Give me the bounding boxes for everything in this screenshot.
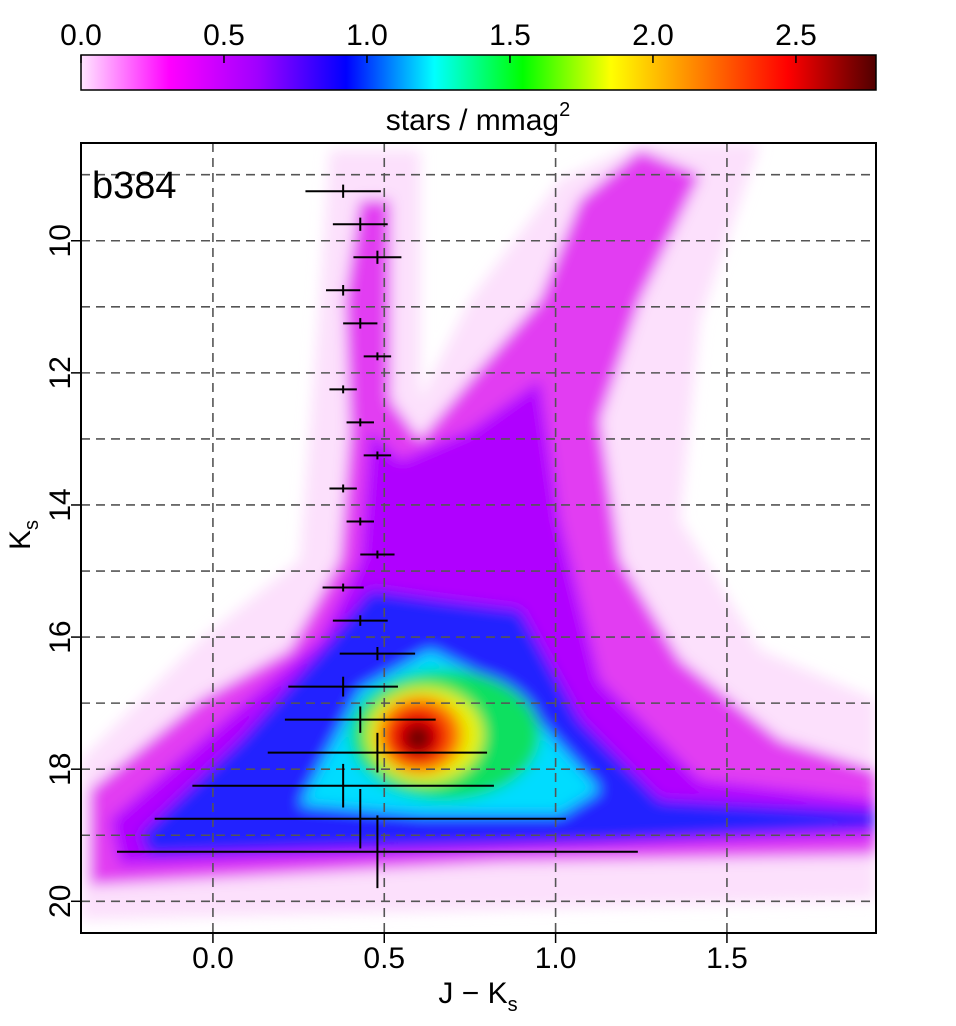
colorbar-tick-label: 2.5 (775, 19, 817, 52)
panel-label: b384 (92, 165, 177, 207)
y-tick-label: 16 (44, 620, 77, 653)
plot-frame (80, 142, 877, 934)
colorbar-label-text: stars / mmag (386, 104, 559, 137)
y-tick-label: 10 (44, 224, 77, 257)
colorbar-label: stars / mmag2 (386, 99, 571, 137)
y-axis-label: Ks (4, 520, 43, 550)
y-tick-label: 14 (44, 488, 77, 521)
x-axis-label: J − Ks (438, 977, 517, 1016)
x-label-sub: s (508, 994, 518, 1016)
y-tick-label: 18 (44, 752, 77, 785)
x-tick-label: 0.5 (363, 942, 405, 975)
x-label-text: J − K (438, 977, 507, 1010)
x-tick-label: 1.5 (706, 942, 748, 975)
x-tick-label: 1.0 (535, 942, 577, 975)
colorbar-tick-label: 2.0 (632, 19, 674, 52)
colorbar-label-sup: 2 (559, 99, 570, 121)
colorbar-tick-label: 1.5 (489, 19, 531, 52)
y-label-text: K (4, 530, 37, 550)
colorbar (80, 54, 877, 91)
error-bars (116, 184, 638, 889)
colorbar-tick-label: 1.0 (346, 19, 388, 52)
y-tick-label: 20 (44, 885, 77, 918)
colorbar-tick-label: 0.5 (203, 19, 245, 52)
grid (81, 143, 876, 933)
y-label-sub: s (21, 520, 43, 530)
colorbar-tick-label: 0.0 (60, 19, 102, 52)
x-tick-label: 0.0 (192, 942, 234, 975)
y-tick-label: 12 (44, 356, 77, 389)
density-map (81, 143, 876, 920)
